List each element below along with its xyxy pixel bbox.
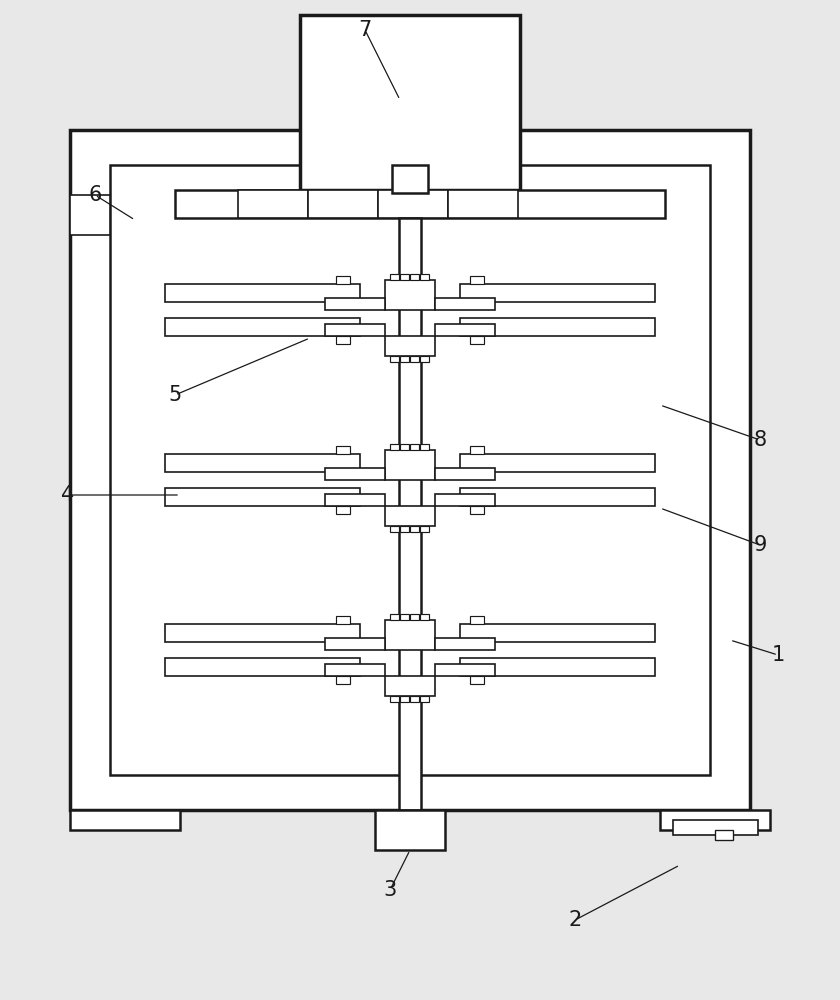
- Bar: [410, 356, 419, 362]
- Bar: [390, 444, 399, 450]
- Bar: [435, 468, 495, 480]
- Bar: [300, 15, 520, 190]
- Bar: [410, 614, 419, 620]
- Bar: [410, 444, 419, 450]
- Text: 1: 1: [771, 645, 785, 665]
- Bar: [385, 280, 435, 310]
- Bar: [165, 454, 360, 472]
- Bar: [470, 276, 484, 284]
- Bar: [325, 468, 385, 480]
- Bar: [460, 624, 655, 642]
- Bar: [420, 356, 429, 362]
- Bar: [410, 274, 419, 280]
- Bar: [308, 190, 378, 218]
- Bar: [390, 526, 399, 532]
- Bar: [336, 676, 350, 684]
- Text: 9: 9: [753, 535, 767, 555]
- Bar: [165, 658, 360, 676]
- Text: 7: 7: [359, 20, 371, 40]
- Bar: [336, 336, 350, 344]
- Bar: [420, 526, 429, 532]
- Bar: [390, 356, 399, 362]
- Bar: [385, 336, 435, 356]
- Bar: [165, 624, 360, 642]
- Bar: [385, 450, 435, 480]
- Bar: [325, 494, 385, 506]
- Text: 8: 8: [753, 430, 767, 450]
- Bar: [448, 190, 518, 218]
- Bar: [470, 676, 484, 684]
- Bar: [375, 810, 445, 850]
- Bar: [385, 620, 435, 650]
- Bar: [336, 276, 350, 284]
- Bar: [420, 444, 429, 450]
- Bar: [70, 810, 180, 830]
- Bar: [336, 506, 350, 514]
- Bar: [238, 190, 308, 218]
- Bar: [165, 284, 360, 302]
- Bar: [336, 446, 350, 454]
- Bar: [410, 696, 419, 702]
- Bar: [400, 444, 409, 450]
- Bar: [378, 190, 448, 218]
- Bar: [460, 284, 655, 302]
- Bar: [400, 696, 409, 702]
- Bar: [715, 830, 733, 840]
- Bar: [325, 298, 385, 310]
- Bar: [460, 488, 655, 506]
- Text: 2: 2: [569, 910, 581, 930]
- Bar: [470, 506, 484, 514]
- Bar: [390, 614, 399, 620]
- Text: 4: 4: [61, 485, 75, 505]
- Text: 3: 3: [383, 880, 396, 900]
- Bar: [70, 195, 110, 235]
- Bar: [460, 318, 655, 336]
- Bar: [390, 274, 399, 280]
- Text: 6: 6: [88, 185, 102, 205]
- Bar: [400, 274, 409, 280]
- Bar: [325, 324, 385, 336]
- Bar: [400, 526, 409, 532]
- Bar: [400, 614, 409, 620]
- Bar: [470, 616, 484, 624]
- Bar: [435, 298, 495, 310]
- Bar: [325, 638, 385, 650]
- Bar: [435, 638, 495, 650]
- Bar: [470, 336, 484, 344]
- Bar: [70, 130, 750, 810]
- Bar: [410, 526, 419, 532]
- Bar: [435, 664, 495, 676]
- Text: 5: 5: [168, 385, 181, 405]
- Bar: [390, 696, 399, 702]
- Bar: [460, 658, 655, 676]
- Bar: [460, 454, 655, 472]
- Bar: [420, 614, 429, 620]
- Bar: [165, 488, 360, 506]
- Bar: [325, 664, 385, 676]
- Bar: [399, 218, 421, 810]
- Bar: [110, 165, 710, 775]
- Bar: [660, 810, 770, 830]
- Bar: [435, 494, 495, 506]
- Bar: [435, 324, 495, 336]
- Bar: [392, 165, 428, 193]
- Bar: [470, 446, 484, 454]
- Bar: [385, 676, 435, 696]
- Bar: [165, 318, 360, 336]
- Bar: [336, 616, 350, 624]
- Bar: [175, 190, 665, 218]
- Bar: [400, 356, 409, 362]
- Bar: [385, 506, 435, 526]
- Bar: [420, 274, 429, 280]
- Bar: [420, 696, 429, 702]
- Bar: [673, 820, 758, 835]
